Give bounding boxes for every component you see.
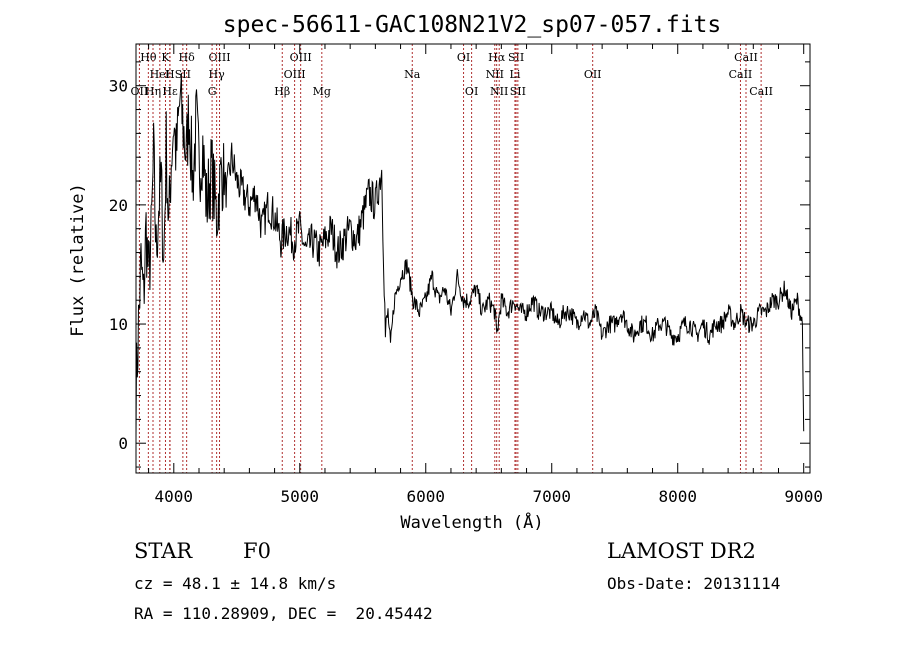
y-tick-label: 10 bbox=[109, 315, 128, 334]
spectral-line-label: Na bbox=[404, 68, 421, 81]
spectral-line-label: OII bbox=[584, 68, 602, 81]
spectral-line-label: Hδ bbox=[179, 51, 196, 64]
x-tick-label: 7000 bbox=[532, 487, 571, 506]
x-tick-label: 5000 bbox=[281, 487, 320, 506]
object-subclass: F0 bbox=[243, 539, 271, 563]
x-tick-label: 6000 bbox=[406, 487, 445, 506]
axis-ticks: 4000 5000 6000 7000 8000 9000 0 10 20 30 bbox=[109, 44, 823, 506]
spectral-line-label: Hγ bbox=[209, 68, 226, 81]
y-tick-label: 30 bbox=[109, 77, 128, 96]
spectral-line-label: SII bbox=[508, 51, 524, 64]
spectral-line-label: OII bbox=[131, 85, 149, 98]
spectral-line-label: OIII bbox=[284, 68, 306, 81]
redshift-text: cz = 48.1 ± 14.8 km/s bbox=[134, 574, 337, 593]
x-axis-label: Wavelength (Å) bbox=[400, 511, 543, 533]
plot-frame bbox=[135, 43, 811, 474]
spectral-line-label: K bbox=[161, 51, 170, 64]
y-axis-label: Flux (relative) bbox=[68, 183, 88, 337]
flux-line bbox=[135, 72, 805, 438]
spectral-line-label: NII bbox=[490, 85, 508, 98]
spectral-line-label: G bbox=[208, 85, 217, 98]
spectral-line-label: OI bbox=[465, 85, 478, 98]
spectral-line-label: Mg bbox=[313, 85, 331, 98]
spectral-line-label: SII bbox=[175, 68, 191, 81]
spectral-line-label: Hη bbox=[145, 85, 161, 98]
x-tick-label: 9000 bbox=[784, 487, 823, 506]
spectral-line-label: Li bbox=[510, 68, 521, 81]
chart-title: spec-56611-GAC108N21V2_sp07-057.fits bbox=[223, 12, 722, 38]
spectral-line-label: OIII bbox=[290, 51, 312, 64]
spectral-line-label: OIII bbox=[208, 51, 230, 64]
spectral-line-label: CaII bbox=[749, 85, 773, 98]
spectral-line-label: Hθ bbox=[140, 51, 157, 64]
spectral-line-label: OI bbox=[457, 51, 470, 64]
spectral-line-label: Hα bbox=[488, 51, 506, 64]
spectral-line-label: SII bbox=[510, 85, 526, 98]
survey-name: LAMOST DR2 bbox=[607, 539, 756, 563]
spectral-line-label: Hε bbox=[162, 85, 178, 98]
x-tick-label: 4000 bbox=[155, 487, 194, 506]
spectral-line-label: NII bbox=[486, 68, 504, 81]
y-tick-label: 0 bbox=[118, 434, 128, 453]
spectral-line-label: CaII bbox=[729, 68, 753, 81]
spectral-line-label: HeI bbox=[150, 68, 170, 81]
spectral-line-label: CaII bbox=[734, 51, 758, 64]
coordinates-text: RA = 110.28909, DEC = 20.45442 bbox=[134, 604, 433, 623]
flux-series bbox=[135, 72, 805, 438]
spectral-line-label: H bbox=[165, 68, 175, 81]
y-tick-label: 20 bbox=[109, 196, 128, 215]
spectral-line-label: Hβ bbox=[274, 85, 290, 98]
x-tick-label: 8000 bbox=[658, 487, 697, 506]
obs-date-text: Obs-Date: 20131114 bbox=[607, 574, 781, 593]
object-class: STAR bbox=[134, 539, 193, 563]
